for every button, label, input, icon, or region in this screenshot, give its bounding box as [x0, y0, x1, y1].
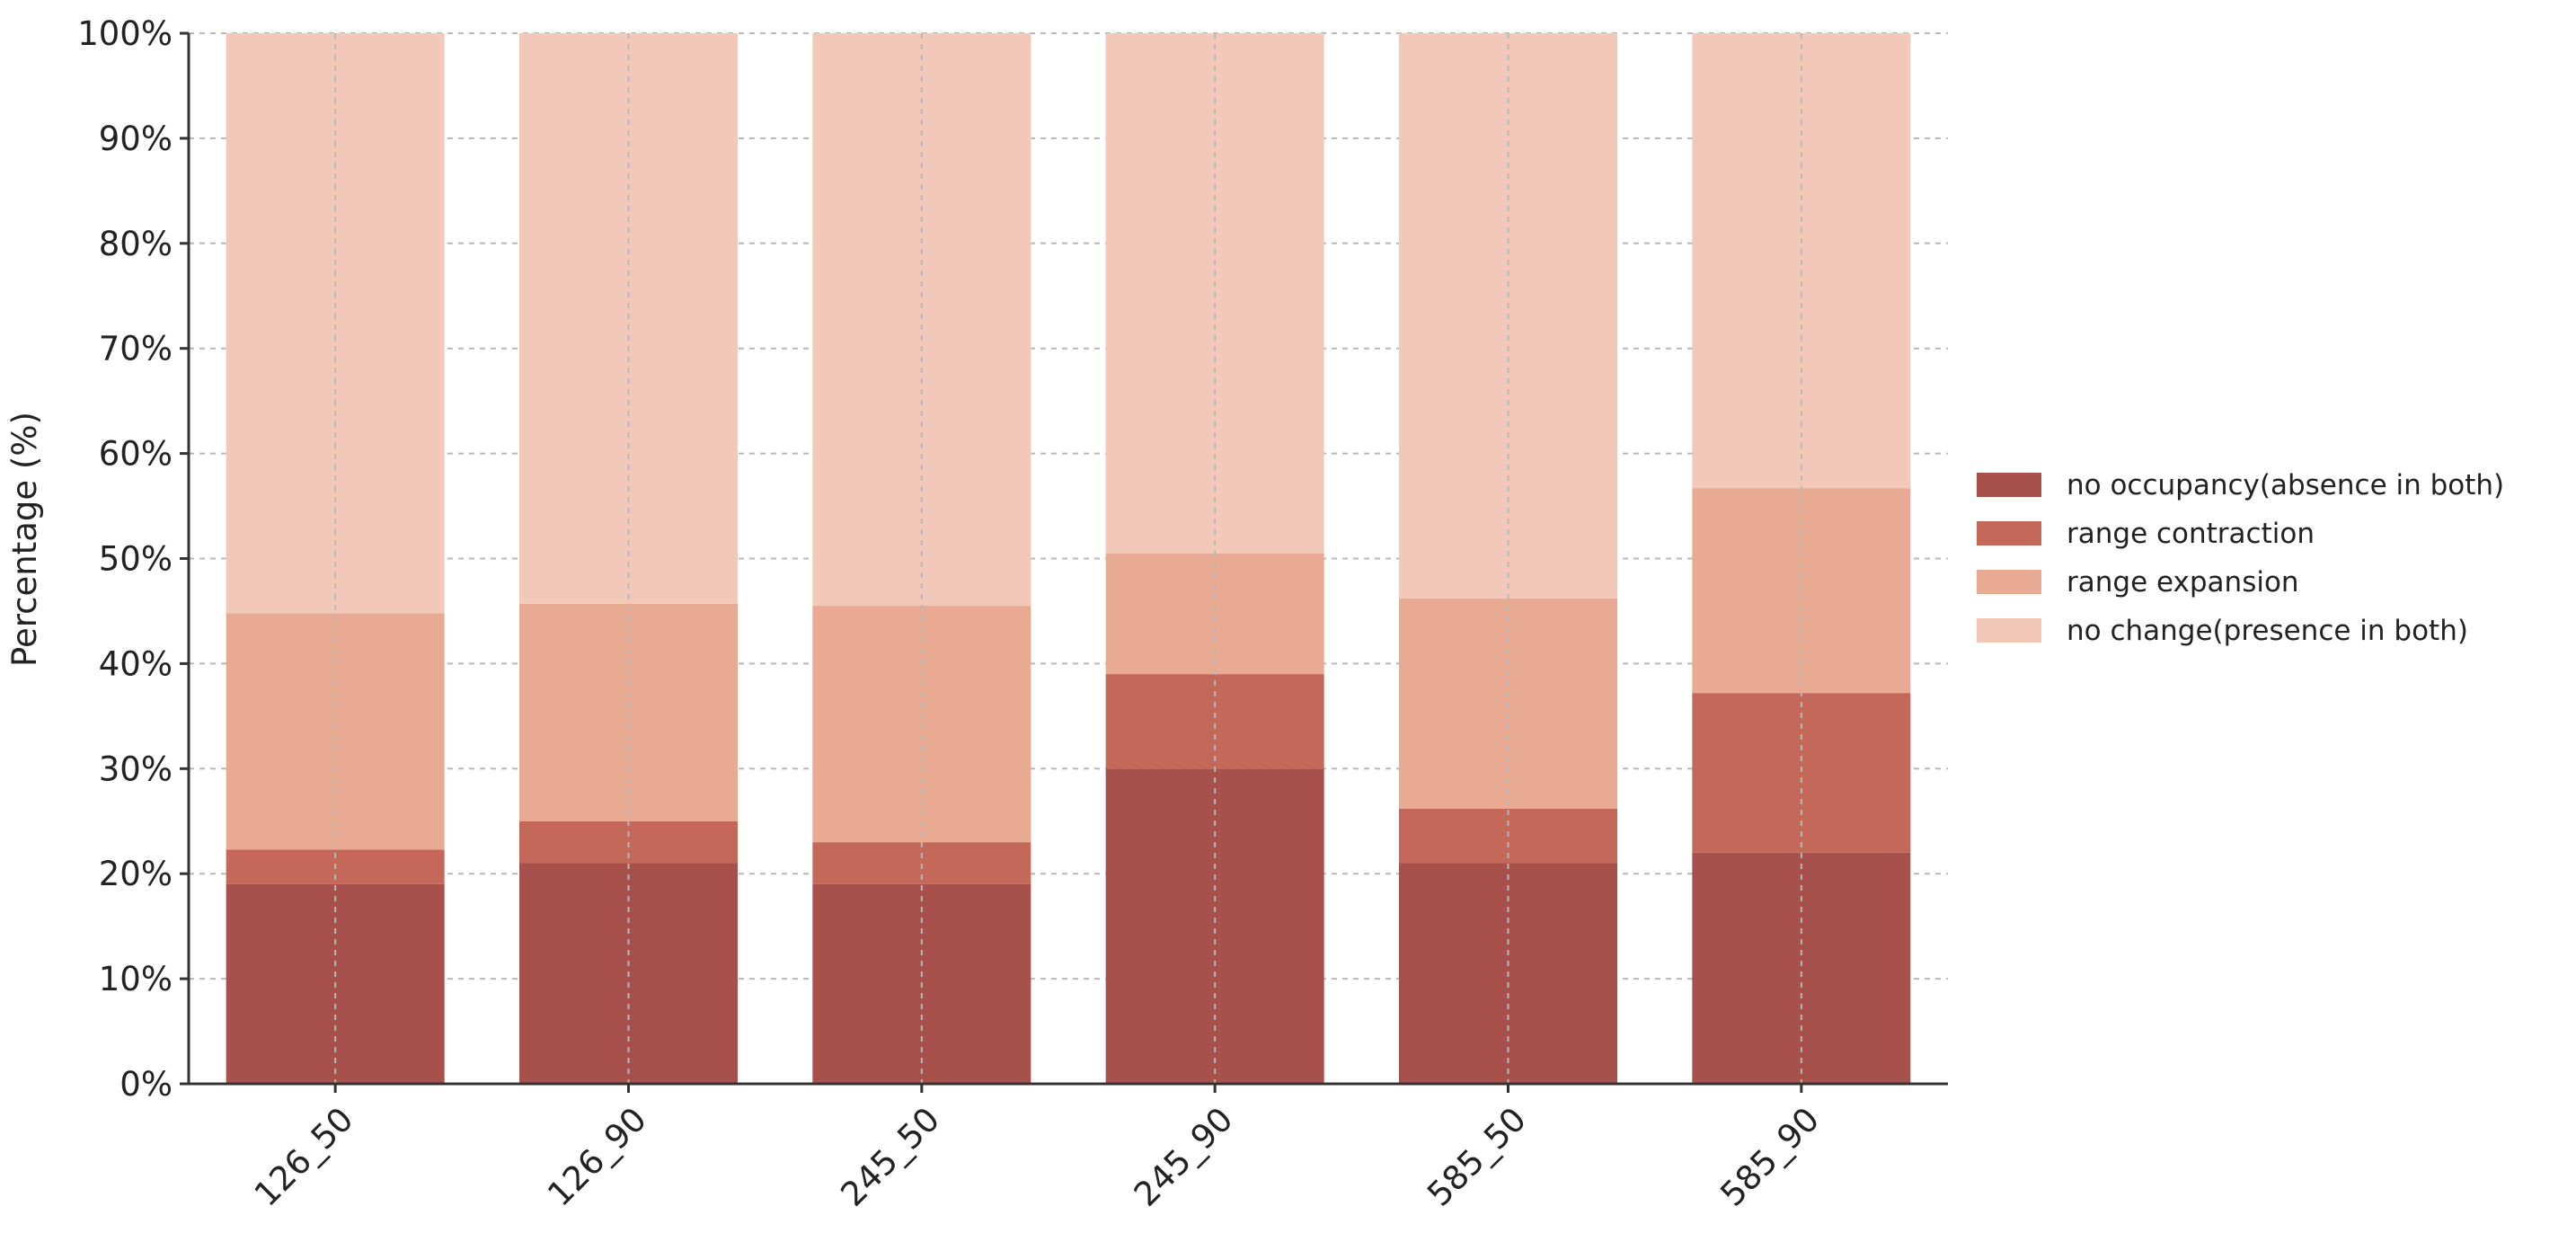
y-tick-label: 100%: [77, 14, 173, 53]
x-tick-label: 585_90: [1713, 1100, 1827, 1214]
x-tick-label: 585_50: [1420, 1100, 1534, 1214]
legend-swatch: [1977, 570, 2041, 594]
y-tick-label: 10%: [99, 960, 173, 998]
bar-segment-245_90-2: [1105, 674, 1324, 769]
legend-swatch: [1977, 473, 2041, 497]
y-tick-label: 80%: [99, 225, 173, 263]
y-axis-title: Percentage (%): [5, 412, 44, 667]
y-tick-label: 40%: [99, 644, 173, 683]
x-tick-labels: 126_50 126_90 245_50 245_90 585_50 585_90: [247, 1084, 1827, 1214]
y-tick-label: 0%: [120, 1065, 173, 1104]
legend-swatch: [1977, 521, 2041, 546]
legend-label: range expansion: [2067, 566, 2299, 599]
grid-lines: [189, 32, 1948, 1085]
y-tick-label: 30%: [99, 750, 173, 788]
y-tick-label: 70%: [99, 330, 173, 368]
y-tick-labels: 0% 10% 20% 30% 40% 50% 60% 70% 80% 90% 100%: [77, 14, 189, 1104]
y-tick-label: 60%: [99, 435, 173, 474]
y-tick-label: 90%: [99, 120, 173, 158]
y-tick-label: 50%: [99, 540, 173, 579]
bar-segment-585_90-1: [1692, 852, 1911, 1084]
bar-segment-585_90-2: [1692, 693, 1911, 853]
x-tick-label: 126_90: [540, 1100, 654, 1214]
legend: no occupancy(absence in both) range contr…: [1977, 469, 2504, 647]
legend-label: no occupancy(absence in both): [2067, 469, 2504, 501]
y-tick-label: 20%: [99, 855, 173, 893]
x-tick-label: 245_90: [1127, 1100, 1241, 1214]
vertical-grid-lines: [334, 33, 1802, 1084]
legend-label: no change(presence in both): [2067, 615, 2468, 647]
x-tick-label: 126_50: [247, 1100, 361, 1214]
bar-segment-245_90-3: [1105, 553, 1324, 675]
legend-swatch: [1977, 618, 2041, 643]
legend-label: range contraction: [2067, 518, 2315, 550]
bar-segment-126_50-4: [226, 33, 445, 614]
x-tick-label: 245_50: [833, 1100, 947, 1214]
